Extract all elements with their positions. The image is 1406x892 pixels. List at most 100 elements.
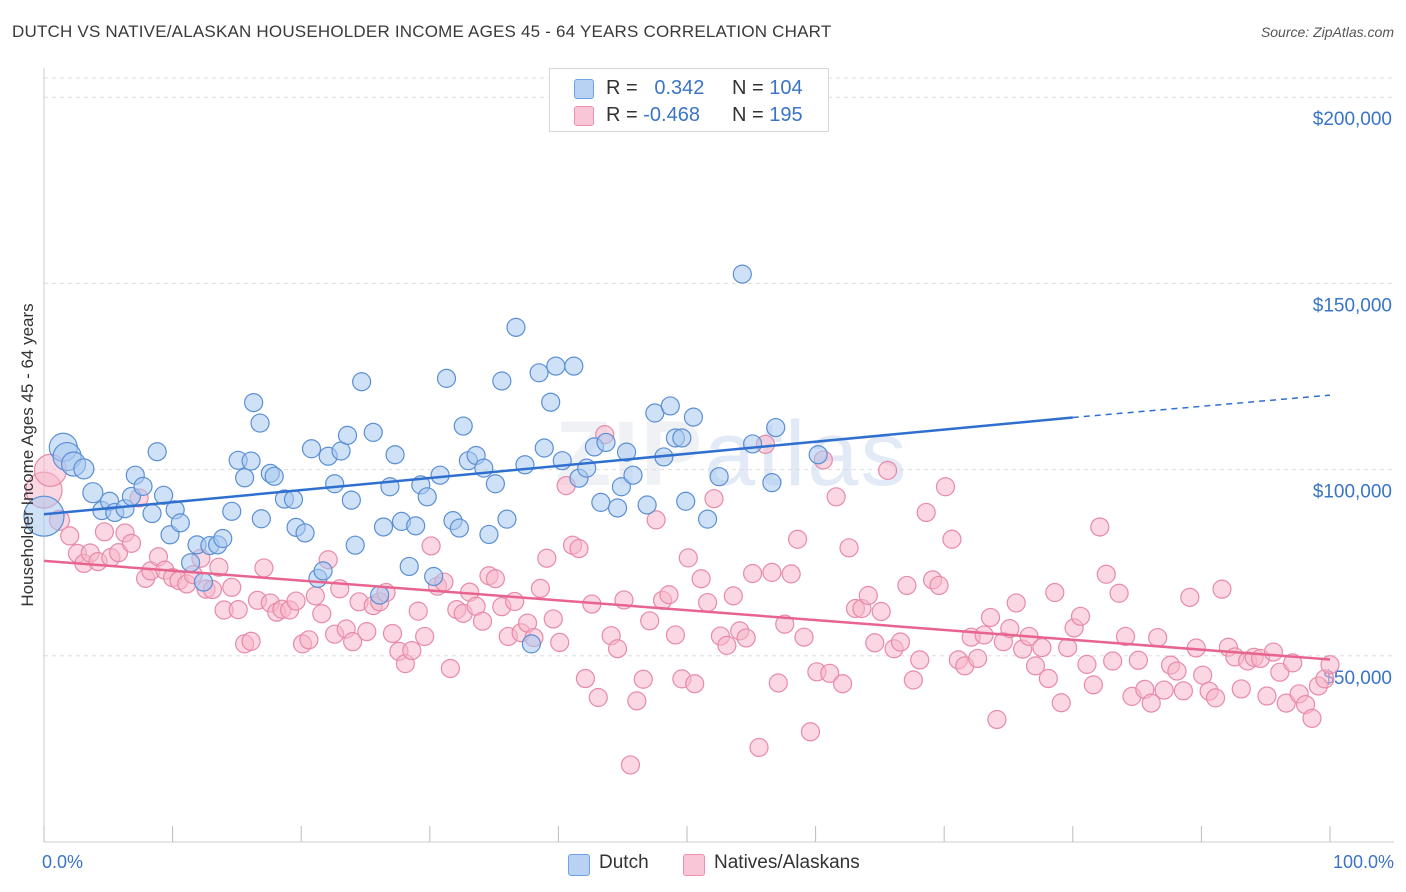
native-point	[742, 563, 763, 584]
native-point	[1128, 650, 1148, 670]
native-point	[1257, 686, 1277, 706]
dutch-point	[385, 445, 405, 465]
dutch-point	[616, 442, 637, 462]
native-point	[108, 543, 129, 563]
native-point	[1283, 653, 1303, 673]
dutch-point	[264, 466, 284, 486]
native-point	[678, 548, 698, 568]
y-axis-label: Householder Income Ages 45 - 64 years	[18, 303, 37, 607]
dutch-point	[515, 455, 535, 475]
native-point	[781, 564, 801, 584]
bottom-legend-label-dutch: Dutch	[599, 852, 649, 873]
dutch-point	[142, 503, 162, 524]
native-point	[839, 538, 859, 558]
native-point	[382, 623, 403, 644]
source-note: Source: ZipAtlas.com	[1260, 24, 1394, 40]
native-point	[402, 640, 422, 661]
native-point	[537, 548, 557, 568]
dutch-point	[479, 524, 499, 545]
native-point	[691, 569, 711, 589]
x-tick-label-max: 100.0%	[1332, 852, 1394, 872]
native-point	[768, 673, 788, 693]
native-point	[1180, 587, 1200, 607]
native-point	[607, 639, 628, 659]
native-point	[640, 611, 660, 631]
native-point	[1212, 579, 1232, 599]
native-point	[1231, 679, 1251, 699]
native-point	[1263, 642, 1284, 662]
native-trend-line	[43, 559, 1331, 661]
native-point	[1058, 638, 1078, 658]
dutch-point	[546, 356, 566, 376]
dutch-point	[241, 451, 261, 471]
native-point	[794, 627, 814, 647]
dutch-point	[436, 368, 457, 388]
dutch-point	[808, 445, 828, 465]
native-point	[530, 578, 550, 599]
native-point	[826, 487, 846, 507]
native-point	[717, 635, 737, 655]
legend-n-label: N =	[732, 77, 764, 99]
native-point	[1077, 654, 1097, 674]
dutch-point	[325, 474, 345, 494]
native-point	[1103, 651, 1123, 671]
dutch-point	[506, 317, 526, 337]
dutch-point	[521, 634, 541, 654]
dutch-point	[766, 417, 786, 438]
native-point	[865, 633, 885, 653]
native-point	[1045, 582, 1065, 603]
dutch-point	[637, 495, 657, 515]
native-point	[343, 632, 363, 652]
native-point	[1109, 583, 1129, 603]
dutch-point	[497, 509, 517, 529]
dutch-point	[153, 485, 174, 505]
dutch-point	[352, 372, 372, 392]
dutch-point	[611, 477, 632, 497]
native-point	[286, 591, 306, 611]
native-point	[1006, 593, 1026, 613]
native-point	[1090, 517, 1110, 537]
native-point	[646, 510, 666, 530]
native-point	[472, 611, 493, 631]
native-point	[94, 522, 115, 542]
native-point	[209, 557, 229, 577]
bottom-legend-swatch-natives	[683, 854, 705, 876]
native-point	[897, 575, 917, 596]
native-point	[588, 687, 608, 708]
native-point	[505, 591, 525, 612]
dutch-point	[73, 458, 95, 480]
native-point	[1173, 681, 1193, 701]
native-point	[723, 586, 743, 606]
dutch-point	[732, 264, 752, 284]
dutch-point	[337, 425, 358, 445]
dutch-point	[424, 566, 444, 587]
dutch-point	[235, 468, 255, 488]
native-point	[878, 460, 898, 480]
legend-n-dutch: N = 104	[732, 77, 803, 100]
native-point	[569, 538, 589, 559]
native-point	[485, 569, 505, 589]
dutch-point	[623, 465, 643, 485]
native-point	[254, 558, 274, 578]
native-point	[987, 709, 1007, 730]
native-point	[228, 600, 248, 620]
dutch-point	[250, 413, 270, 433]
native-point	[550, 632, 570, 653]
dutch-point	[301, 439, 322, 459]
dutch-point	[417, 487, 437, 507]
dutch-point	[244, 392, 264, 413]
legend-n-value: 104	[769, 77, 803, 99]
native-point	[1141, 693, 1161, 713]
dutch-point	[762, 473, 782, 493]
dutch-point	[596, 432, 616, 453]
native-point	[1051, 693, 1071, 713]
dutch-point	[492, 371, 512, 391]
dutch-point	[363, 422, 383, 442]
native-point	[736, 628, 756, 648]
native-point	[1205, 688, 1226, 708]
dutch-point	[709, 467, 729, 487]
y-tick-label: $150,000	[1313, 295, 1392, 316]
native-point	[800, 722, 821, 742]
native-point	[659, 585, 679, 605]
